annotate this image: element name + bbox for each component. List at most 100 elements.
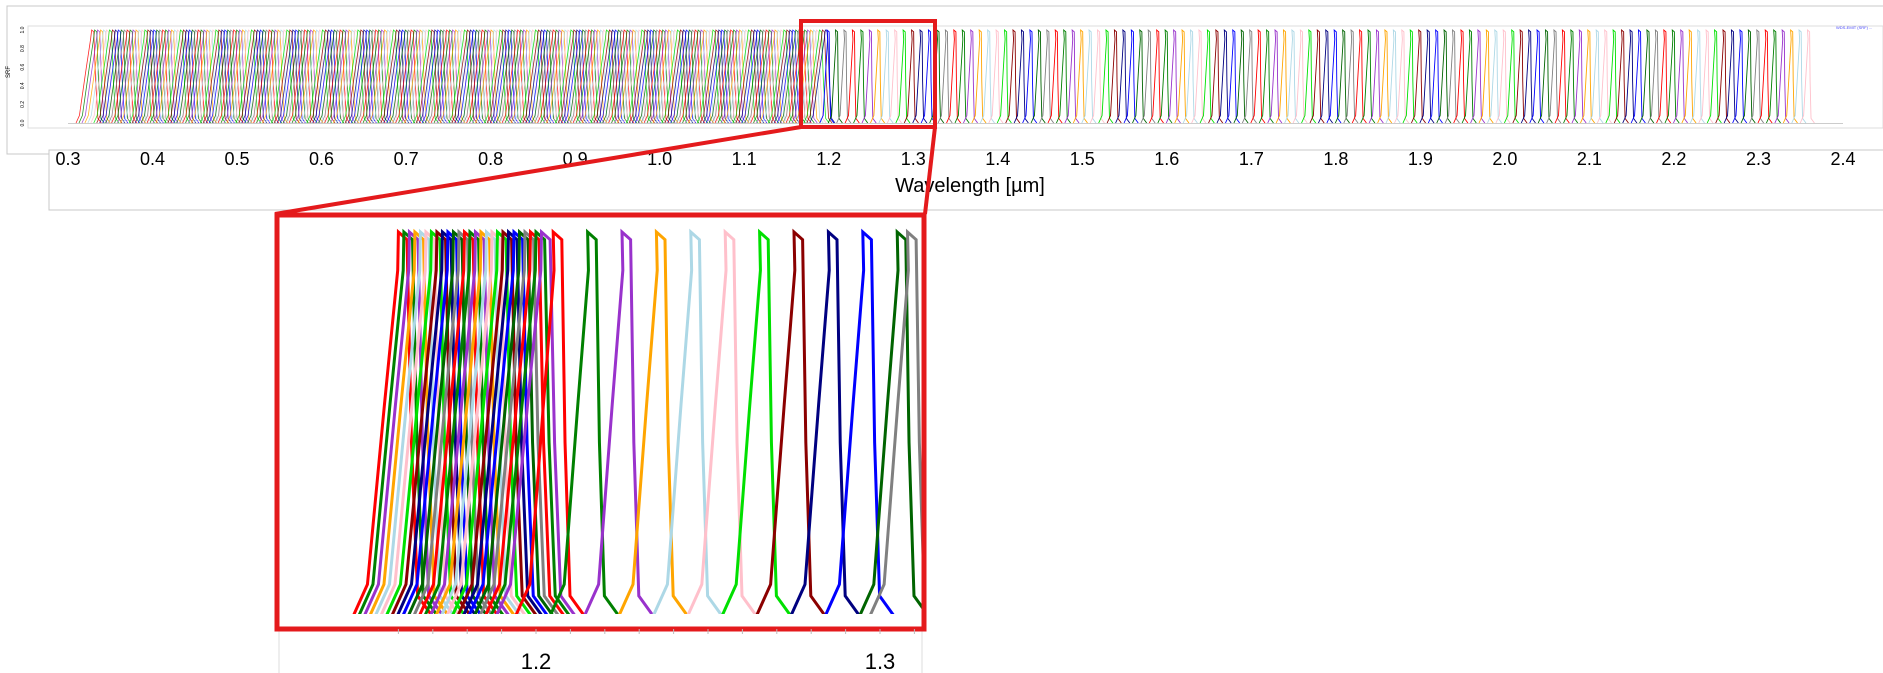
band-curve <box>223 29 250 124</box>
x-tick-label: 0.5 <box>225 149 250 169</box>
band-curve <box>1689 28 1705 124</box>
band-curve <box>451 29 478 124</box>
band-curve <box>1664 28 1680 124</box>
band-curve <box>979 28 995 124</box>
band-curve <box>954 28 970 124</box>
band-curve <box>472 29 499 124</box>
band-curve <box>761 29 788 124</box>
band-curve <box>131 29 158 124</box>
band-curve <box>1334 28 1350 124</box>
band-curve <box>806 29 833 124</box>
inset-band-curve <box>618 228 689 614</box>
band-curve <box>469 29 496 124</box>
band-curve <box>170 29 197 124</box>
band-curve <box>688 29 715 124</box>
band-curve <box>1022 28 1038 124</box>
band-curve <box>214 29 241 124</box>
band-curve <box>516 29 543 124</box>
y-tick-label: 0.6 <box>20 64 26 71</box>
band-curve <box>1191 28 1207 124</box>
band-curve <box>540 29 567 124</box>
band-curve <box>836 28 852 124</box>
x-tick-label: 2.3 <box>1746 149 1771 169</box>
band-curve <box>584 29 611 124</box>
band-curve <box>193 29 220 124</box>
band-curve <box>1503 28 1519 124</box>
band-curve <box>96 29 123 124</box>
band-curve <box>726 29 753 124</box>
band-curve <box>522 29 549 124</box>
band-curve <box>270 29 297 124</box>
band-curve <box>1182 28 1198 124</box>
band-curve <box>1351 28 1367 124</box>
legend-entry: WDS-EMIT (SRF) ... <box>1836 25 1872 30</box>
inset-band-curve <box>755 228 826 614</box>
band-curve <box>386 29 413 124</box>
band-curve <box>1622 28 1638 124</box>
band-curve <box>619 29 646 124</box>
band-curve <box>338 29 365 124</box>
band-curve <box>1512 28 1528 124</box>
band-curve <box>442 29 469 124</box>
band-curve <box>744 29 771 124</box>
band-curve <box>395 29 422 124</box>
band-curve <box>770 29 797 124</box>
band-curve <box>1613 28 1629 124</box>
band-curve <box>143 29 170 124</box>
band-curve <box>279 29 306 124</box>
x-tick-label: 1.4 <box>985 149 1010 169</box>
band-curve <box>341 29 368 124</box>
band-curve <box>622 29 649 124</box>
band-curve <box>861 28 877 124</box>
band-curve <box>380 29 407 124</box>
band-curve <box>81 29 108 124</box>
band-curve <box>303 29 330 124</box>
band-curve <box>191 29 218 124</box>
band-curve <box>1394 28 1410 124</box>
band-curve <box>306 29 333 124</box>
band-curve <box>676 29 703 124</box>
band-curve <box>1596 28 1612 124</box>
band-curve <box>90 29 117 124</box>
band-curve <box>256 29 283 124</box>
band-curve <box>572 29 599 124</box>
band-curve <box>608 29 635 124</box>
band-curve <box>628 29 655 124</box>
x-tick-label: 2.1 <box>1577 149 1602 169</box>
band-curve <box>430 29 457 124</box>
band-curve <box>1064 28 1080 124</box>
band-curve <box>1411 28 1426 124</box>
band-curve <box>489 29 516 124</box>
band-curve <box>356 29 383 124</box>
band-curve <box>501 29 528 124</box>
x-tick-label: 2.0 <box>1492 149 1517 169</box>
band-curve <box>693 29 720 124</box>
band-curve <box>475 29 502 124</box>
band-curve <box>1732 28 1748 124</box>
band-curve <box>1774 28 1790 124</box>
inset-frame <box>274 212 927 632</box>
band-curve <box>946 28 962 124</box>
band-curve <box>546 29 573 124</box>
band-curve <box>350 29 377 124</box>
y-tick-label: 0.2 <box>20 101 26 108</box>
band-curve <box>1656 28 1672 124</box>
band-curve <box>1081 28 1097 124</box>
inset-band-curve <box>869 228 922 614</box>
band-curve <box>1258 28 1274 124</box>
band-curve <box>294 29 321 124</box>
band-curve <box>439 29 466 124</box>
band-curve <box>312 29 339 124</box>
band-curve <box>371 29 398 124</box>
y-tick-label: 0.8 <box>20 45 26 52</box>
band-curve <box>504 29 531 124</box>
band-curve <box>347 29 374 124</box>
band-curve <box>149 29 176 124</box>
band-curve <box>705 29 732 124</box>
y-tick-label: 1.0 <box>20 26 26 33</box>
band-curve <box>330 29 357 124</box>
band-curve <box>1056 28 1071 124</box>
band-curve <box>971 28 987 124</box>
band-curve <box>244 29 271 124</box>
band-curve <box>1072 28 1088 124</box>
